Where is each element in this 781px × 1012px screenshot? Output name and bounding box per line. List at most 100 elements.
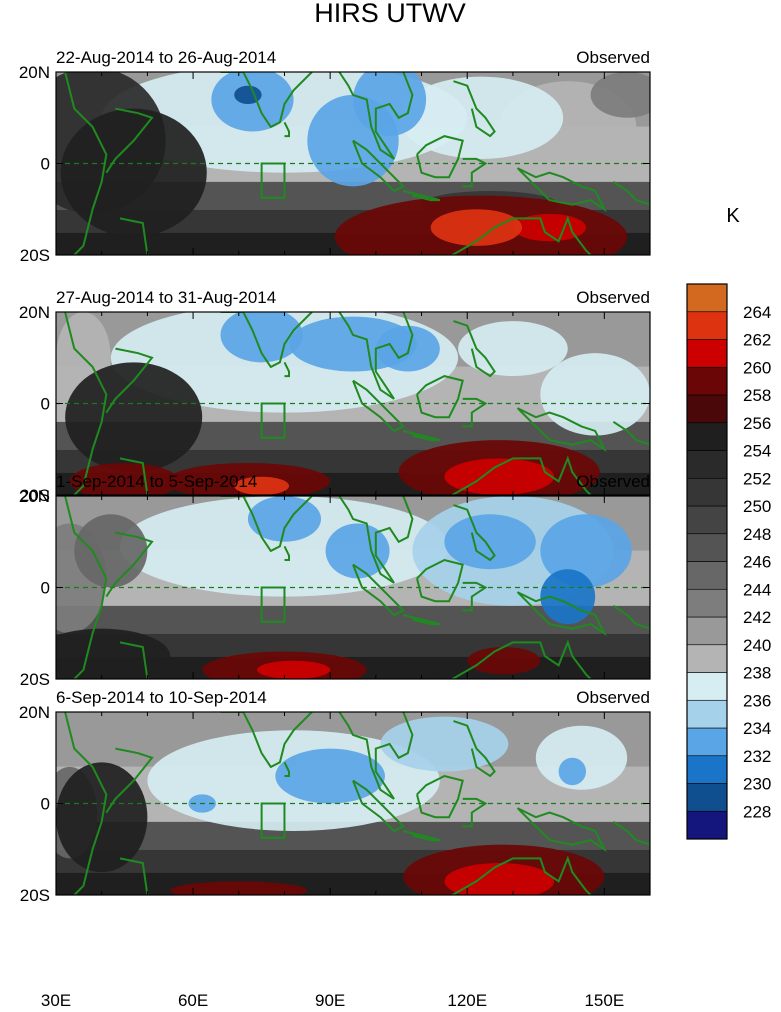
coastline — [462, 397, 488, 428]
coastline — [338, 72, 395, 160]
coastline — [119, 857, 149, 895]
coastline — [516, 167, 607, 213]
coastline — [283, 761, 290, 777]
colorbar-swatch — [686, 394, 728, 424]
coastline — [64, 496, 108, 679]
y-tick-label: 20S — [20, 486, 50, 505]
coastline — [462, 157, 488, 188]
x-tick-label: 150E — [584, 991, 624, 1010]
y-tick-label: 0 — [41, 395, 50, 414]
y-tick-label: 20N — [19, 63, 50, 82]
y-tick-label: 20S — [20, 670, 50, 689]
coastline — [283, 545, 290, 561]
coastline — [435, 855, 592, 895]
colorbar-swatch — [686, 755, 728, 784]
contour-region — [170, 881, 308, 895]
panel-date-range: 22-Aug-2014 to 26-Aug-2014 — [56, 48, 276, 67]
colorbar-swatch — [686, 505, 728, 535]
y-tick-label: 20N — [19, 303, 50, 322]
coastline — [435, 639, 592, 679]
colorbar-level-label: 236 — [743, 691, 771, 710]
panel-observed-tag: Observed — [576, 288, 650, 307]
contour-region — [444, 458, 555, 495]
colorbar-level-label: 256 — [743, 414, 771, 433]
colorbar-level-label: 240 — [743, 636, 771, 655]
coastline — [435, 215, 592, 255]
y-tick-label: 0 — [41, 795, 50, 814]
colorbar-swatch — [686, 283, 728, 313]
x-tick-label: 30E — [41, 991, 71, 1010]
colorbar-level-label: 232 — [743, 747, 771, 766]
coastline — [416, 774, 464, 819]
coastline — [612, 420, 650, 446]
panel-observed-tag: Observed — [576, 472, 650, 491]
coastline — [283, 361, 290, 378]
contour-region — [325, 523, 390, 579]
colorbar-swatch — [686, 311, 728, 340]
y-tick-label: 20N — [19, 487, 50, 506]
colorbar-level-label: 230 — [743, 775, 771, 794]
colorbar-swatch — [686, 561, 728, 590]
x-tick-label: 60E — [178, 991, 208, 1010]
coastline — [374, 72, 414, 160]
contour-region — [430, 209, 523, 246]
x-tick-label: 120E — [447, 991, 487, 1010]
coastline — [462, 581, 488, 612]
coastline — [435, 455, 592, 495]
coastline — [352, 779, 405, 833]
coastline — [220, 312, 313, 369]
coastline — [403, 429, 441, 442]
coastline — [516, 807, 607, 853]
contour-region — [69, 462, 180, 495]
colorbar-swatch — [686, 672, 728, 701]
contour-region — [458, 321, 568, 377]
coastline — [403, 614, 441, 626]
x-tick-label: 90E — [315, 991, 345, 1010]
coastline — [352, 379, 405, 433]
coastline — [338, 312, 395, 400]
panel-1: 22-Aug-2014 to 26-Aug-2014 Observed 20N 0 20… — [19, 48, 651, 265]
contour-region — [590, 72, 650, 118]
contour-region — [535, 725, 628, 790]
colorbar-swatch — [686, 422, 728, 451]
coastline — [416, 375, 464, 419]
coastline — [352, 563, 405, 617]
coastline — [453, 80, 496, 138]
panel-observed-tag: Observed — [576, 48, 650, 67]
coastline — [453, 320, 496, 378]
coastline — [105, 531, 154, 598]
colorbar-level-label: 258 — [743, 386, 771, 405]
colorbar-level-label: 234 — [743, 719, 771, 738]
coastline — [374, 312, 414, 400]
colorbar-frame — [686, 283, 728, 840]
panel-2: 27-Aug-2014 to 31-Aug-2014 Observed 20N 0 20… — [19, 288, 651, 505]
coastline — [462, 797, 488, 828]
colorbar-swatch — [686, 699, 728, 729]
coastline — [453, 504, 496, 562]
colorbar-level-label: 248 — [743, 525, 771, 544]
y-tick-label: 20S — [20, 246, 50, 265]
colorbar-level-label: 242 — [743, 608, 771, 627]
panel-date-range: 1-Sep-2014 to 5-Sep-2014 — [56, 472, 257, 491]
coastline — [403, 830, 441, 842]
y-tick-label: 20N — [19, 703, 50, 722]
colorbar-level-label: 250 — [743, 497, 771, 516]
panel-4: 6-Sep-2014 to 10-Sep-2014 Observed 20N 0 20S — [19, 688, 651, 905]
colorbar-swatch — [686, 727, 728, 757]
coastline — [338, 712, 395, 800]
contour-region — [540, 514, 632, 588]
contour-region — [247, 496, 322, 542]
colorbar-swatch — [686, 339, 728, 368]
coastline — [119, 457, 149, 495]
y-tick-label: 0 — [41, 155, 50, 174]
colorbar-level-label: 260 — [743, 358, 771, 377]
box-region — [260, 402, 286, 439]
colorbar-swatch — [686, 450, 728, 479]
colorbar-level-label: 264 — [743, 303, 771, 322]
colorbar-swatch — [686, 366, 728, 396]
contour-region — [558, 757, 587, 786]
contour-region — [444, 862, 555, 895]
colorbar-level-label: 244 — [743, 580, 771, 599]
colorbar-swatch — [686, 588, 728, 618]
